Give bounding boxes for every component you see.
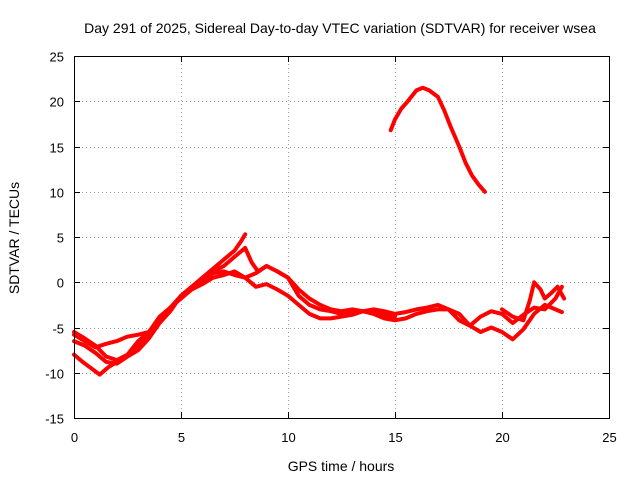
y-axis-label: SDTVAR / TECUs — [6, 182, 22, 294]
series-line-arc-2 — [72, 245, 564, 363]
x-tick-label: 20 — [495, 430, 509, 445]
y-tick-label: 25 — [50, 50, 64, 65]
axis-ticks: 0 5 10 15 20 25 -15 -10 -5 0 5 10 15 20 25 — [45, 50, 617, 446]
y-tick-label: -10 — [45, 367, 64, 382]
y-tick-label: 20 — [50, 95, 64, 110]
series-line-arc-6 — [500, 280, 567, 323]
x-tick-label: 10 — [281, 430, 295, 445]
y-tick-label: -5 — [52, 322, 64, 337]
y-tick-label: 5 — [57, 231, 64, 246]
data-series — [72, 85, 567, 377]
y-tick-label: 0 — [57, 276, 64, 291]
series-line-arc-4 — [72, 264, 397, 350]
y-tick-label: -15 — [45, 412, 64, 427]
y-tick-label: 15 — [50, 141, 64, 156]
series-line-arc-1 — [72, 232, 248, 377]
x-tick-label: 0 — [71, 430, 78, 445]
series-line-arc-5 — [388, 85, 487, 194]
y-tick-label: 10 — [50, 186, 64, 201]
chart-title: Day 291 of 2025, Sidereal Day-to-day VTE… — [84, 20, 596, 36]
x-axis-label: GPS time / hours — [288, 458, 395, 474]
x-tick-label: 25 — [602, 430, 616, 445]
x-tick-label: 15 — [388, 430, 402, 445]
x-tick-label: 5 — [178, 430, 185, 445]
series-line-arc-3 — [72, 269, 564, 366]
grid-lines — [74, 56, 609, 418]
